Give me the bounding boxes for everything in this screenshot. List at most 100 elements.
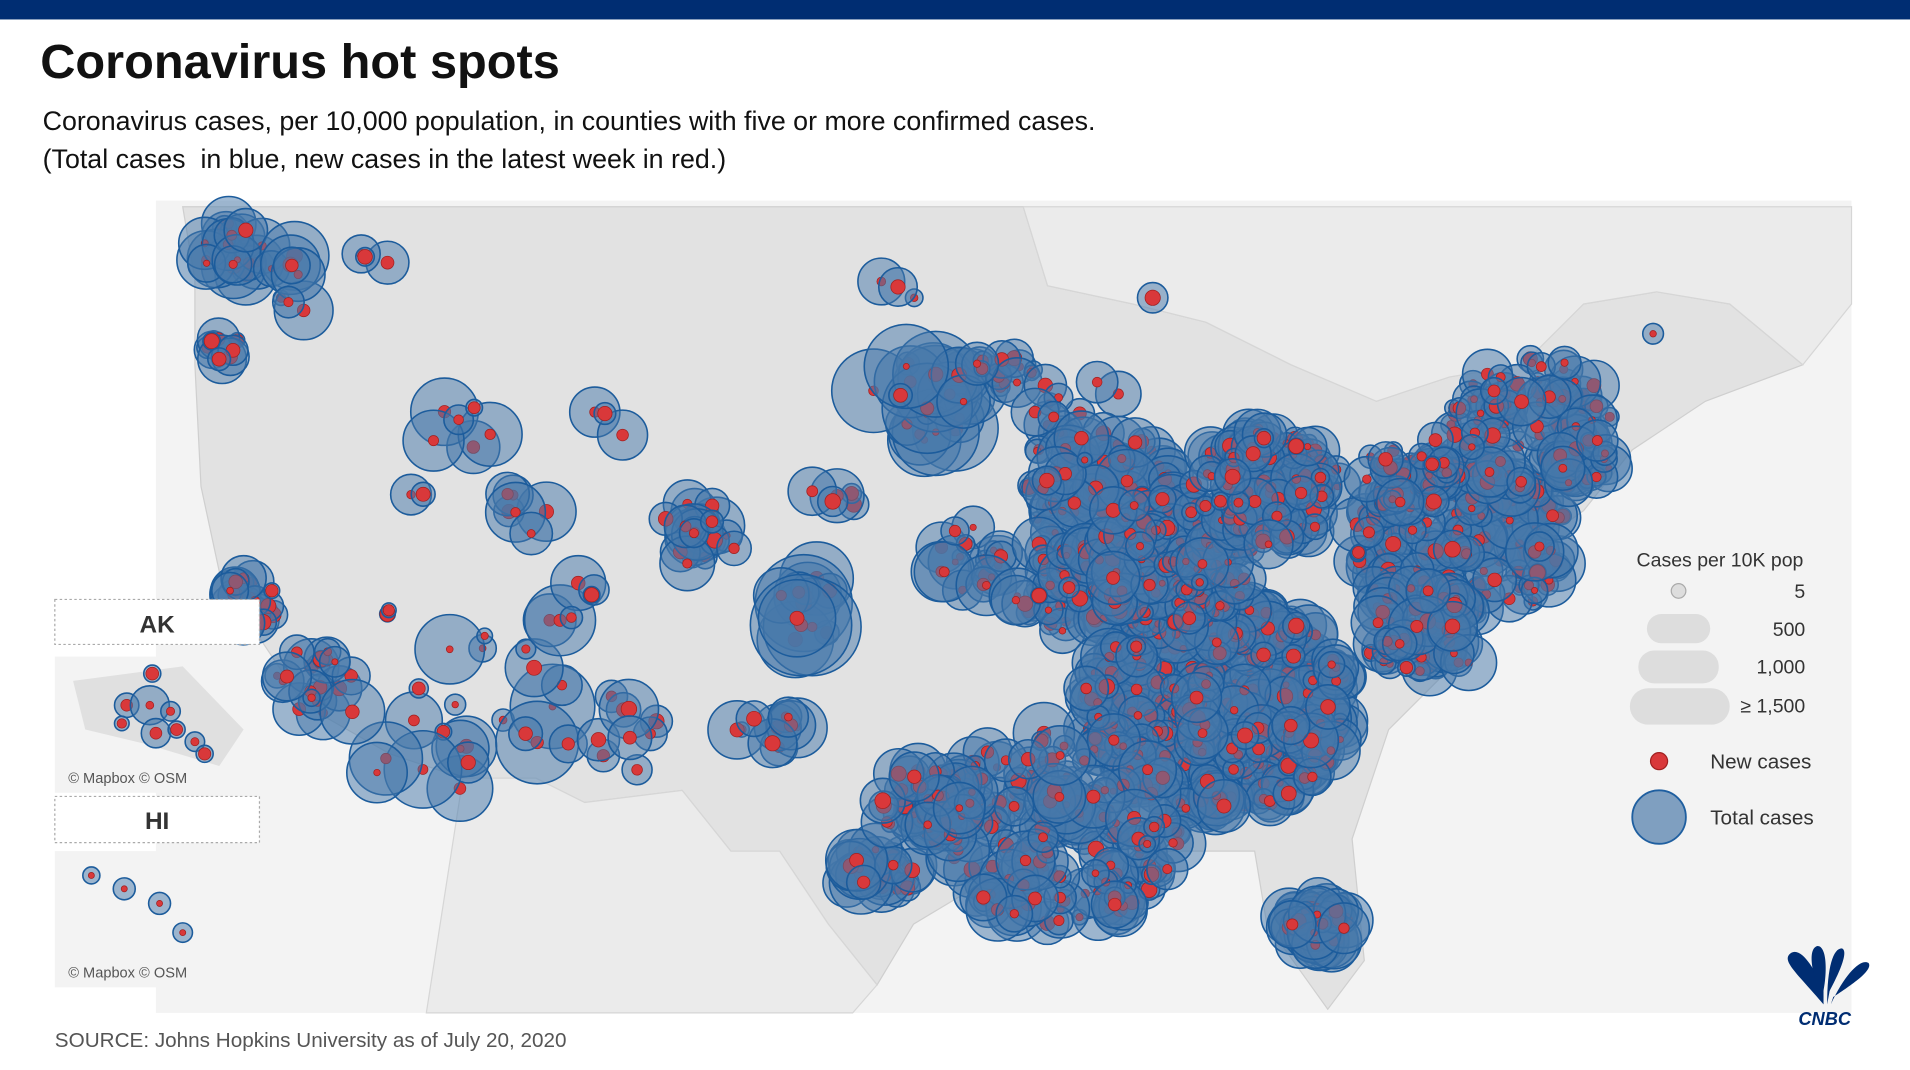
new-cases-dot bbox=[198, 747, 212, 761]
new-cases-dot bbox=[1237, 727, 1253, 744]
new-cases-dot bbox=[521, 644, 531, 654]
new-cases-dot bbox=[976, 890, 991, 905]
new-cases-dot bbox=[1362, 474, 1372, 484]
new-cases-dot bbox=[1028, 891, 1042, 906]
inset-ak: AK © Mapbox © OSM bbox=[54, 598, 261, 793]
logo-feather bbox=[1830, 962, 1870, 1005]
new-cases-dot bbox=[938, 566, 950, 578]
new-cases-dot bbox=[955, 804, 964, 812]
new-cases-dot bbox=[1226, 742, 1238, 755]
legend-marker bbox=[1631, 789, 1687, 845]
new-cases-dot bbox=[1314, 471, 1327, 484]
legend-size-label: 1,000 bbox=[1756, 657, 1805, 679]
new-cases-dot bbox=[902, 362, 910, 370]
new-cases-dot bbox=[857, 875, 871, 889]
new-cases-dot bbox=[145, 666, 160, 681]
new-cases-dot bbox=[620, 700, 638, 718]
new-cases-dot bbox=[1143, 578, 1156, 592]
new-cases-dot bbox=[1162, 864, 1173, 875]
new-cases-dot bbox=[705, 515, 719, 528]
new-cases-dot bbox=[373, 768, 381, 777]
new-cases-dot bbox=[1515, 476, 1527, 488]
new-cases-dot bbox=[238, 222, 254, 238]
new-cases-dot bbox=[923, 820, 932, 830]
new-cases-dot bbox=[1264, 540, 1273, 549]
new-cases-dot bbox=[1352, 546, 1365, 559]
new-cases-dot bbox=[1444, 618, 1461, 634]
source: SOURCE: Johns Hopkins University as of J… bbox=[55, 1029, 567, 1052]
new-cases-dot bbox=[408, 714, 420, 727]
new-cases-dot bbox=[1487, 384, 1501, 398]
new-cases-dot bbox=[1233, 497, 1244, 508]
new-cases-dot bbox=[226, 586, 234, 595]
new-cases-dot bbox=[1080, 682, 1092, 695]
new-cases-dot bbox=[1591, 435, 1603, 446]
new-cases-dot bbox=[1058, 627, 1067, 635]
new-cases-dot bbox=[874, 792, 892, 809]
new-cases-dot bbox=[959, 397, 968, 406]
new-cases-dot bbox=[631, 764, 643, 776]
new-cases-dot bbox=[1216, 798, 1232, 814]
new-cases-dot bbox=[907, 769, 922, 784]
new-cases-dot bbox=[1142, 764, 1153, 776]
new-cases-dot bbox=[411, 681, 426, 696]
new-cases-dot bbox=[211, 351, 227, 367]
map bbox=[155, 195, 1853, 1014]
new-cases-dot bbox=[1195, 578, 1204, 587]
new-cases-dot bbox=[1185, 506, 1198, 519]
new-cases-dot bbox=[1039, 472, 1055, 489]
legend: Cases per 10K pop 5 500 1,000 ≥ 1,500 Ne… bbox=[1629, 550, 1814, 845]
new-cases-dot bbox=[1031, 587, 1047, 604]
inset-label: AK bbox=[140, 611, 176, 638]
new-cases-dot bbox=[1468, 504, 1476, 513]
new-cases-dot bbox=[1074, 431, 1089, 446]
new-cases-dot bbox=[1546, 509, 1559, 522]
legend-size-label: ≥ 1,500 bbox=[1740, 696, 1805, 718]
new-cases-dot bbox=[1425, 493, 1442, 510]
new-cases-dot bbox=[597, 405, 613, 422]
new-cases-dot bbox=[1288, 438, 1304, 455]
legend-size bbox=[1638, 650, 1719, 684]
new-cases-dot bbox=[1280, 757, 1297, 774]
new-cases-dot bbox=[784, 712, 793, 722]
new-cases-dot bbox=[1476, 409, 1485, 417]
mexico bbox=[425, 777, 878, 1014]
new-cases-dot bbox=[116, 718, 127, 729]
new-cases-dot bbox=[888, 859, 899, 871]
new-cases-dot bbox=[1197, 559, 1208, 569]
new-cases-dot bbox=[1155, 492, 1170, 507]
new-cases-dot bbox=[1468, 443, 1476, 451]
new-cases-dot bbox=[1053, 915, 1065, 927]
attribution: © Mapbox © OSM bbox=[68, 771, 187, 787]
new-cases-dot bbox=[1038, 832, 1048, 843]
inset-label-box bbox=[54, 795, 261, 844]
new-cases-dot bbox=[1288, 617, 1305, 634]
new-cases-dot bbox=[1128, 435, 1143, 450]
new-cases-dot bbox=[1055, 751, 1065, 760]
new-cases-dot bbox=[1256, 431, 1272, 446]
new-cases-dot bbox=[331, 658, 339, 666]
new-cases-dot bbox=[203, 259, 211, 267]
new-cases-dot bbox=[380, 255, 395, 270]
new-cases-dot bbox=[149, 726, 163, 740]
new-cases-dot bbox=[1394, 639, 1405, 649]
new-cases-dot bbox=[1560, 358, 1569, 367]
new-cases-dot bbox=[280, 669, 294, 684]
new-cases-dot bbox=[1294, 486, 1308, 500]
new-cases-dot bbox=[1230, 706, 1239, 715]
new-cases-dot bbox=[1144, 289, 1161, 306]
new-cases-dot bbox=[170, 723, 183, 736]
new-cases-dot bbox=[1245, 446, 1261, 462]
logo: CNBC bbox=[1787, 945, 1870, 1029]
title: Coronavirus hot spots bbox=[40, 35, 560, 89]
legend-size-label: 500 bbox=[1773, 619, 1806, 641]
new-cases-dot bbox=[190, 737, 200, 747]
new-cases-dot bbox=[1444, 540, 1461, 558]
new-cases-dot bbox=[445, 645, 454, 654]
new-cases-dot bbox=[616, 428, 629, 442]
new-cases-dot bbox=[480, 631, 489, 640]
new-cases-dot bbox=[1013, 378, 1021, 387]
attribution: © Mapbox © OSM bbox=[68, 966, 187, 982]
new-cases-dot bbox=[1286, 648, 1301, 664]
